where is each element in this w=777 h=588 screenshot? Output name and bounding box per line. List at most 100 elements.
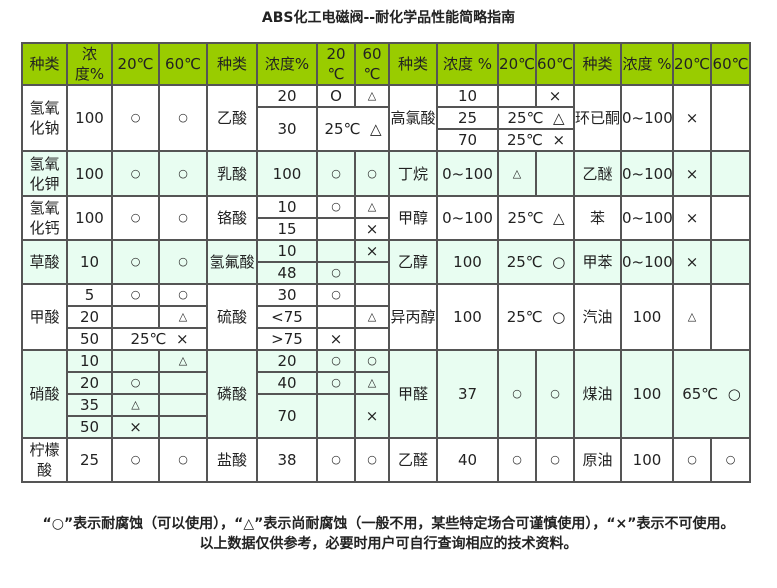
header-cell: 浓度% [256, 42, 318, 86]
table-cell: 50 [66, 327, 113, 351]
table-cell: ○ [535, 437, 575, 483]
table-cell: 25 [66, 437, 113, 483]
header-cell: 60 ℃ [354, 42, 390, 86]
table-row: 50 × [22, 415, 750, 439]
table-cell: ○ [111, 239, 160, 285]
table-cell: O [316, 84, 356, 108]
table-cell: 10 [66, 349, 113, 373]
table-cell: ○ [672, 437, 712, 483]
table-cell: ○ [158, 437, 208, 483]
table-cell: 氢氧化钾 [21, 150, 68, 197]
table-cell: 环已酮 [573, 84, 622, 152]
table-cell: 甲醛 [388, 349, 438, 439]
table-row: 50 25℃ × >75 × [22, 327, 750, 351]
table-cell: 20 [256, 84, 318, 108]
table-cell [316, 239, 356, 263]
table-row: 硝酸 10 △ 磷酸 20 ○ ○ 甲醛 37 ○ ○ 煤油 100 65℃ ○ [21, 349, 751, 439]
table-cell: ○ [316, 150, 356, 197]
table-cell: 15 [256, 217, 318, 241]
table-cell: ○ [111, 195, 160, 241]
table-cell [354, 283, 390, 307]
table-cell [354, 261, 390, 285]
table-cell: × [111, 415, 160, 439]
table-cell: 铬酸 [206, 195, 258, 241]
table-cell: ○ [111, 371, 160, 395]
table-cell: >75 [256, 327, 318, 351]
table-cell: 盐酸 [206, 437, 258, 483]
table-cell: 硝酸 [21, 349, 68, 439]
table-cell: △ [158, 349, 208, 373]
table-cell: 40 [256, 371, 318, 395]
header-cell: 浓度 % [620, 42, 674, 86]
table-cell: 氢氧化钠 [21, 84, 68, 152]
table-cell: 25℃ △ [316, 106, 390, 152]
legend-notes: “○”表示耐腐蚀（可以使用），“△”表示尚耐腐蚀（一般不用，某些特定场合可谨慎使… [0, 514, 777, 554]
table-cell: 100 [620, 437, 674, 483]
table-cell: 原油 [573, 437, 622, 483]
header-cell: 20℃ [111, 42, 160, 86]
table-cell: ○ [316, 195, 356, 219]
table-cell: × [316, 327, 356, 351]
table-cell: ○ [316, 437, 356, 483]
table-cell: ○ [354, 150, 390, 197]
table-cell: 汽油 [573, 283, 622, 351]
table-cell [354, 327, 390, 351]
page-title: ABS化工电磁阀--耐化学品性能简略指南 [261, 10, 516, 26]
table-cell: 48 [256, 261, 318, 285]
table-cell: 20 [66, 371, 113, 395]
header-cell: 种类 [573, 42, 622, 86]
table-cell: 乙醇 [388, 239, 438, 285]
table-cell: 氢氟酸 [206, 239, 258, 285]
table-cell: 100 [66, 84, 113, 152]
table-cell: 25 [436, 106, 499, 130]
table-cell: 高氯酸 [388, 84, 438, 152]
table-cell: × [535, 84, 575, 108]
table-cell: 磷酸 [206, 349, 258, 439]
table-cell: 40 [436, 437, 499, 483]
table-cell: 异丙醇 [388, 283, 438, 351]
table-cell: 0~100 [620, 195, 674, 241]
table-cell [111, 349, 160, 373]
table-cell [497, 84, 537, 108]
table-row: 15 × [22, 217, 750, 241]
table-cell: 25℃ △ [497, 195, 575, 241]
table-cell [316, 305, 356, 329]
table-cell: △ [111, 393, 160, 417]
table-cell: × [354, 239, 390, 263]
table-cell: 苯 [573, 195, 622, 241]
table-cell: △ [354, 195, 390, 219]
table-cell: △ [354, 371, 390, 395]
table-cell: ○ [497, 349, 537, 439]
table-cell [158, 393, 208, 417]
table-cell: 50 [66, 415, 113, 439]
table-cell: ○ [111, 84, 160, 152]
table-cell: 柠檬酸 [21, 437, 68, 483]
table-cell: △ [497, 150, 537, 197]
table-cell: 30 [256, 106, 318, 152]
table-cell: 20 [256, 349, 318, 373]
table-cell: 30 [256, 283, 318, 307]
header-cell: 60℃ [158, 42, 208, 86]
table-cell: × [672, 150, 712, 197]
table-cell: ○ [354, 349, 390, 373]
table-cell: 25℃ × [497, 128, 575, 152]
table-cell: 乙酸 [206, 84, 258, 152]
table-cell: ○ [158, 239, 208, 285]
header-cell: 20℃ [672, 42, 712, 86]
table-row: 氢氧化钾 100 ○ ○ 乳酸 100 ○ ○ 丁烷 0~100 △ 乙醚 0~100 × [21, 150, 751, 197]
table-cell: 煤油 [573, 349, 622, 439]
table-cell: 25℃ ○ [497, 283, 575, 351]
table-row: 70 25℃ × [22, 128, 750, 152]
table-cell: 甲苯 [573, 239, 622, 285]
table-cell: 0~100 [436, 195, 499, 241]
table-cell: △ [354, 305, 390, 329]
table-cell: ○ [111, 283, 160, 307]
table-row: 柠檬酸 25 ○ ○ 盐酸 38 ○ ○ 乙醛 40 ○ ○ 原油 100 ○ ○ [21, 437, 751, 483]
table-row: 20 △ <75 △ [22, 305, 750, 329]
table-cell: 5 [66, 283, 113, 307]
table-cell: ○ [158, 150, 208, 197]
header-cell: 60℃ [535, 42, 575, 86]
table-cell: 70 [256, 393, 318, 439]
table-cell: 100 [66, 150, 113, 197]
table-row: 30 25℃ △ 25 25℃ △ [22, 106, 750, 152]
